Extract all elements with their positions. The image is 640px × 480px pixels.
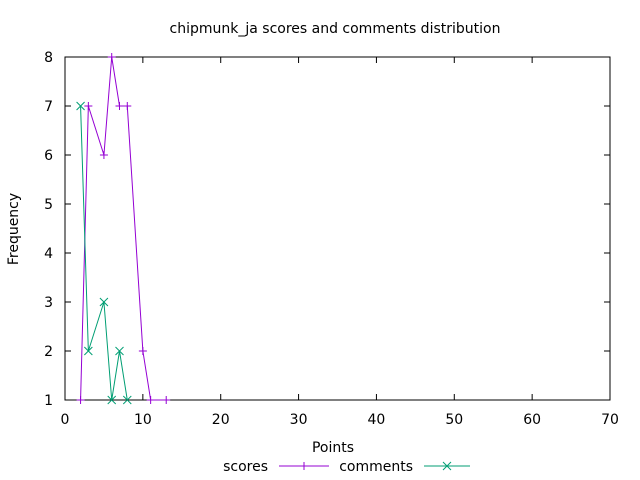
chart-title: chipmunk_ja scores and comments distribu… — [170, 21, 501, 37]
comments-point — [115, 346, 124, 356]
y-tick-label: 1 — [44, 393, 53, 409]
plot-frame — [64, 56, 611, 401]
scores-point — [99, 151, 108, 159]
series-scores — [76, 53, 171, 404]
y-axis-label: Frequency — [6, 193, 22, 265]
x-axis: 0 10 20 30 40 50 60 70 — [61, 57, 619, 428]
scores-point — [76, 396, 85, 404]
comments-point — [107, 395, 117, 405]
comments-point — [122, 395, 132, 405]
legend-marker — [300, 462, 308, 470]
x-tick-label: 70 — [601, 412, 619, 428]
x-tick-label: 10 — [134, 412, 152, 428]
x-tick-label: 30 — [290, 412, 308, 428]
legend: scores comments — [223, 459, 470, 475]
scores-point — [107, 53, 116, 61]
y-tick-label: 3 — [44, 295, 53, 311]
x-tick-label: 50 — [445, 412, 463, 428]
y-tick-label: 6 — [44, 148, 53, 164]
scores-point — [84, 102, 93, 110]
series-layer — [76, 53, 171, 405]
y-tick-label: 2 — [44, 344, 53, 360]
y-axis: 1 2 3 4 5 6 7 8 — [44, 50, 610, 409]
scores-line — [80, 56, 167, 401]
comments-point — [76, 101, 85, 111]
x-tick-label: 0 — [61, 412, 70, 428]
y-tick-label: 7 — [44, 99, 53, 115]
legend-label: comments — [339, 459, 413, 475]
legend-item-scores: scores — [223, 459, 329, 475]
x-tick-label: 60 — [523, 412, 541, 428]
y-tick-label: 5 — [44, 197, 53, 213]
x-tick-label: 40 — [368, 412, 386, 428]
comments-line — [80, 105, 128, 401]
x-axis-label: Points — [312, 440, 354, 456]
legend-label: scores — [223, 459, 268, 475]
comments-point — [84, 346, 93, 356]
legend-marker — [442, 461, 452, 471]
scores-point — [123, 102, 132, 110]
y-tick-label: 4 — [44, 246, 53, 262]
scores-point — [146, 396, 155, 404]
scores-point — [162, 396, 171, 404]
legend-item-comments: comments — [339, 459, 470, 475]
scores-point — [115, 102, 124, 110]
scores-point — [138, 347, 147, 355]
y-tick-label: 8 — [44, 50, 53, 66]
series-comments — [76, 101, 132, 405]
comments-point — [99, 297, 109, 307]
x-tick-label: 20 — [212, 412, 230, 428]
